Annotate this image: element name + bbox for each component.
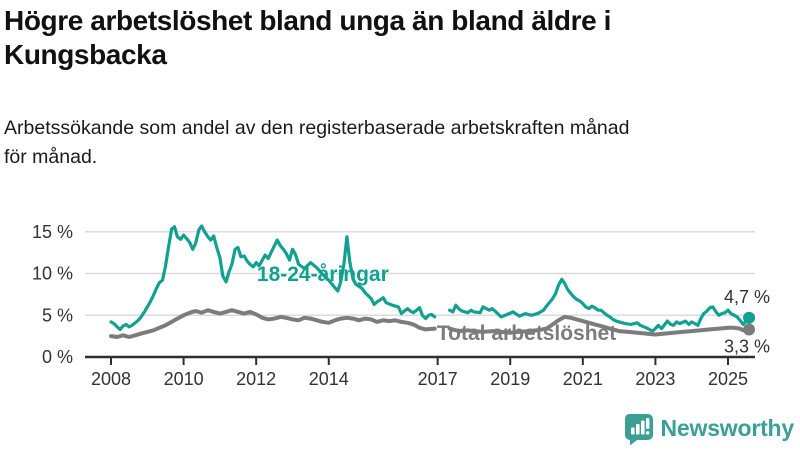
series-line-total (109, 308, 751, 339)
page-title-line-2: Kungsbacka (4, 39, 167, 70)
page-title-line-1: Högre arbetslöshet bland unga än bland ä… (4, 5, 612, 36)
page-subtitle-line-2: för månad. (4, 146, 98, 168)
bar-chart-bar-medium (635, 424, 640, 435)
page-subtitle: Arbetssökande som andel av den registerb… (4, 114, 629, 172)
series-label-total: Total arbetslöshet (437, 322, 616, 345)
x-axis-tick-label: 2023 (635, 369, 675, 389)
series-end-value-label-total: 3,3 % (724, 336, 770, 356)
x-axis-tick-label: 2008 (91, 369, 131, 389)
y-axis-tick-label: 5 % (42, 305, 73, 325)
bar-chart-bar-large (640, 420, 645, 435)
x-axis-tick-label: 2019 (490, 369, 530, 389)
page-subtitle-line-1: Arbetssökande som andel av den registerb… (4, 117, 630, 139)
x-axis-tick-label: 2025 (708, 369, 748, 389)
y-axis-tick-label: 10 % (32, 264, 73, 284)
newsworthy-logo: Newsworthy (623, 412, 794, 445)
series-label-youth: 18-24-åringar (257, 263, 389, 286)
series-end-value-label-youth: 4,7 % (724, 287, 770, 307)
x-axis-tick-label: 2021 (563, 369, 603, 389)
series-line-youth (109, 224, 751, 333)
newsworthy-logo-text: Newsworthy (660, 415, 795, 441)
newsworthy-logo-icon (624, 413, 653, 445)
exclamation-mark-stem (645, 418, 649, 429)
y-axis-tick-label: 15 % (32, 222, 73, 242)
x-axis-tick-label: 2010 (164, 369, 204, 389)
x-axis-tick-label: 2017 (418, 369, 458, 389)
exclamation-mark-dot (645, 431, 649, 435)
y-axis-tick-label: 0 % (42, 347, 73, 367)
series-end-dot-total (743, 323, 756, 336)
page-title: Högre arbetslöshet bland unga än bland ä… (4, 4, 611, 72)
x-axis-tick-label: 2012 (236, 369, 276, 389)
series-end-dot-youth (743, 311, 756, 324)
x-axis-tick-label: 2014 (309, 369, 349, 389)
bar-chart-bar-small (630, 427, 635, 435)
